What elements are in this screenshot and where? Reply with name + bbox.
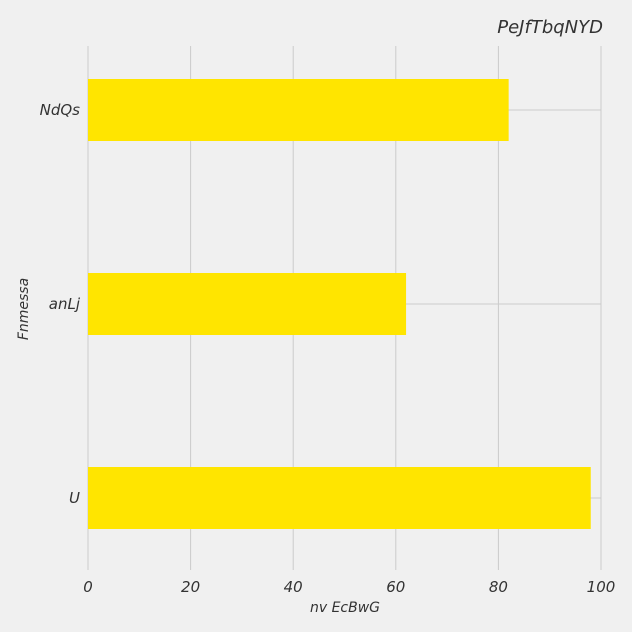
x-tick-label: 60 bbox=[386, 578, 405, 596]
x-tick-label: 40 bbox=[284, 578, 303, 596]
x-tick-label: 80 bbox=[489, 578, 508, 596]
y-tick-label: anLj bbox=[49, 295, 81, 313]
bars bbox=[88, 79, 591, 529]
x-tick-label: 20 bbox=[181, 578, 200, 596]
y-tick-label: NdQs bbox=[40, 101, 81, 119]
bar-anLj bbox=[88, 273, 407, 335]
x-tick-label: 100 bbox=[587, 578, 616, 596]
chart-title: PeJfTbqNYD bbox=[497, 17, 603, 38]
bar-NdQs bbox=[88, 79, 509, 141]
x-tick-labels: 0 20 40 60 80 100 bbox=[83, 578, 615, 596]
y-tick-labels: NdQs anLj U bbox=[40, 101, 81, 507]
x-axis-label: nv EcBwG bbox=[310, 600, 380, 616]
y-tick-label: U bbox=[69, 489, 80, 507]
x-tick-label: 0 bbox=[83, 578, 93, 596]
bar-U bbox=[88, 467, 591, 529]
y-axis-label: Fnmessa bbox=[16, 278, 32, 340]
